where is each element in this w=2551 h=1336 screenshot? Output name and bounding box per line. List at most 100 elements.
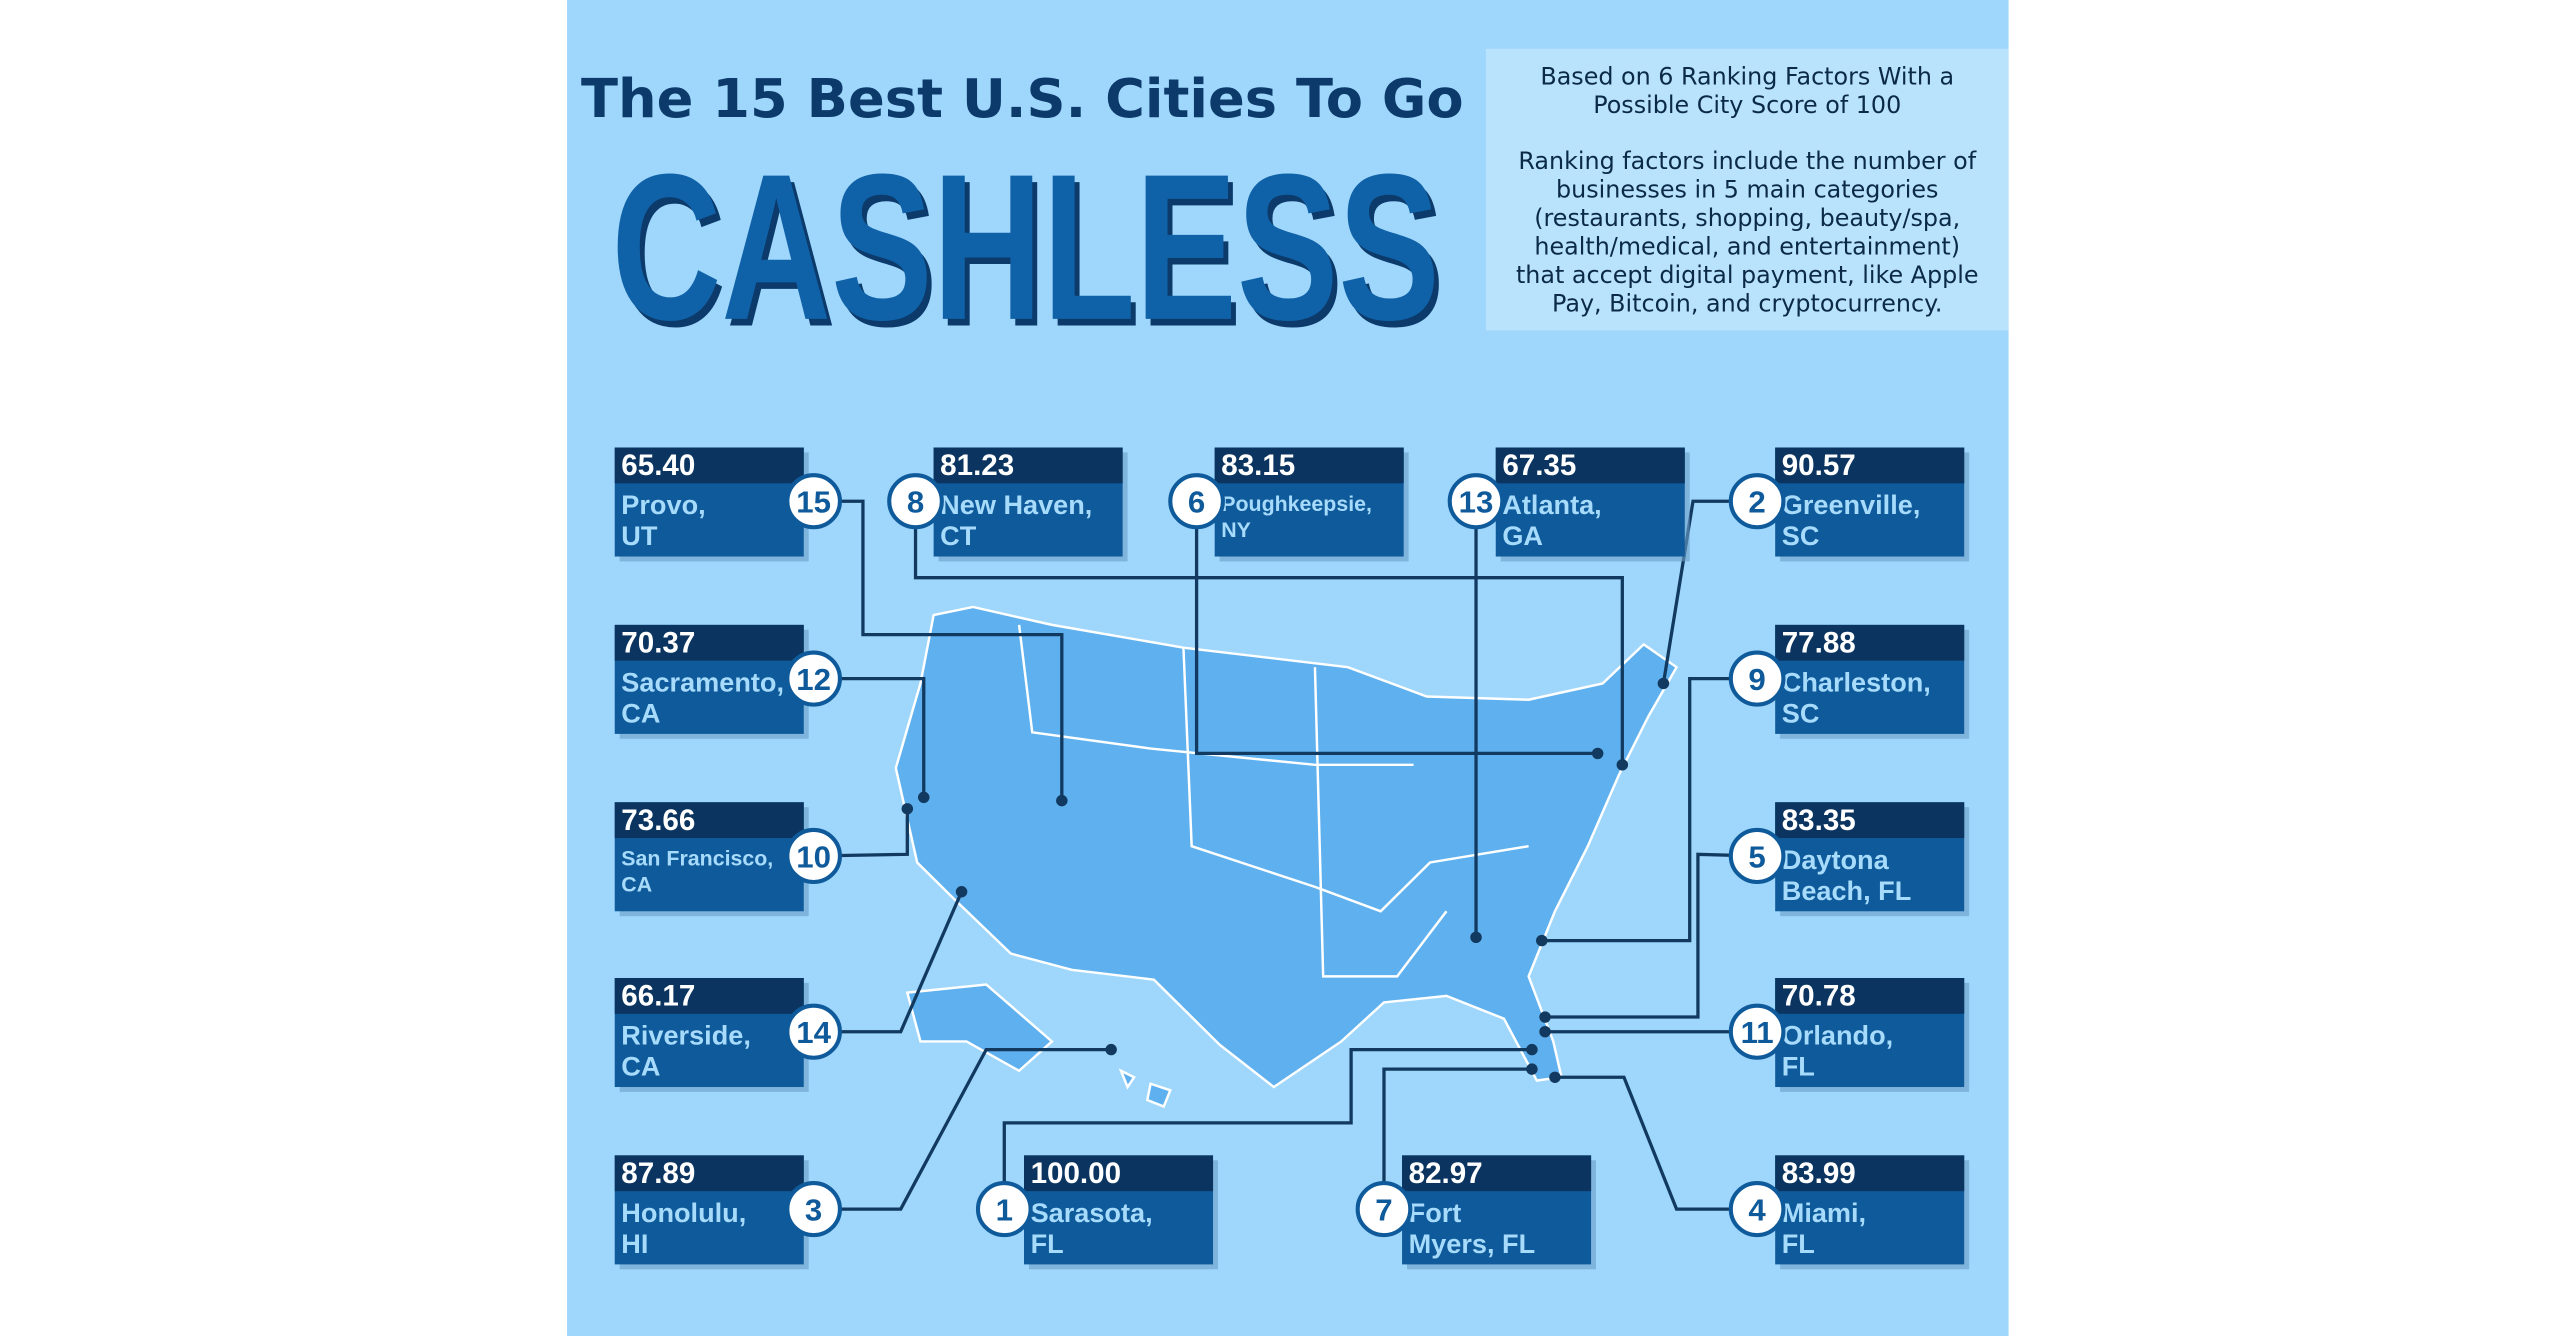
score-strip — [1775, 802, 1965, 839]
rank-badge — [1728, 1181, 1786, 1238]
rank-badge — [1728, 1003, 1786, 1060]
score-strip — [614, 977, 804, 1014]
connectors — [813, 499, 1758, 1211]
city-name: Beach, FL — [1782, 876, 1912, 906]
score-strip — [1495, 447, 1685, 484]
connector — [1002, 1047, 1532, 1210]
city-name: SC — [1782, 699, 1820, 729]
description-line: Based on 6 Ranking Factors With a — [1540, 63, 1954, 91]
city-name: FL — [1031, 1229, 1064, 1259]
rank: 5 — [1748, 839, 1765, 874]
description-line: businesses in 5 main categories — [1556, 176, 1938, 204]
city-name: Fort — [1409, 1198, 1462, 1228]
city-name: Miami, — [1782, 1198, 1866, 1228]
score: 77.88 — [1782, 627, 1856, 660]
city-name: UT — [621, 521, 658, 551]
score-strip — [1402, 1155, 1592, 1192]
city-name: GA — [1502, 521, 1543, 551]
description: Based on 6 Ranking Factors With aPossibl… — [1516, 63, 1979, 318]
city-name: Daytona — [1782, 845, 1890, 875]
city-name: FL — [1782, 1229, 1815, 1259]
city-name: Provo, — [621, 490, 705, 520]
rank: 10 — [796, 839, 831, 874]
state-line — [1182, 647, 1529, 913]
rank: 14 — [796, 1015, 831, 1050]
score: 73.66 — [621, 804, 695, 837]
city-dot — [1657, 677, 1670, 690]
score: 83.99 — [1782, 1157, 1856, 1190]
rank: 6 — [1188, 485, 1205, 520]
rank-badge — [1168, 473, 1225, 530]
city-name: HI — [621, 1229, 648, 1259]
description-line: Ranking factors include the number of — [1518, 147, 1976, 175]
title-shadow: CASHLESS — [616, 137, 1444, 370]
score: 90.57 — [1782, 449, 1856, 482]
city-dot — [1539, 1026, 1551, 1038]
score: 81.23 — [940, 449, 1014, 482]
rank-badge — [975, 1181, 1033, 1238]
state-line — [1313, 667, 1448, 978]
connector — [1545, 852, 1758, 1019]
rank: 13 — [1459, 485, 1494, 520]
description-box — [1485, 48, 2009, 331]
title: The 15 Best U.S. Cities To Go — [581, 67, 1464, 130]
connector — [1194, 501, 1598, 756]
score: 70.37 — [621, 627, 695, 660]
connector — [1541, 676, 1758, 943]
score-strip — [1775, 624, 1965, 661]
city-name: NY — [1221, 518, 1251, 542]
score: 66.17 — [621, 980, 695, 1013]
city-name: Sarasota, — [1031, 1198, 1153, 1228]
rank-badge — [785, 650, 842, 707]
score-strip — [933, 447, 1123, 484]
score-strip — [614, 802, 804, 839]
city-name: Orlando, — [1782, 1021, 1893, 1051]
city-name: Atlanta, — [1502, 490, 1601, 520]
rank-badge — [785, 827, 842, 885]
description-line: Pay, Bitcoin, and cryptocurrency. — [1552, 290, 1942, 318]
city-dot — [1616, 759, 1629, 771]
rank-badge — [1728, 473, 1786, 530]
hawaii — [1118, 1068, 1136, 1090]
city-dot — [1105, 1043, 1117, 1056]
score-strip — [1024, 1155, 1214, 1192]
score: 100.00 — [1031, 1157, 1121, 1190]
title-big: CASHLESS — [611, 131, 1439, 364]
score-strip — [1775, 447, 1965, 484]
score-strip — [614, 447, 804, 484]
city-name: San Francisco, — [621, 847, 773, 871]
score-strip — [1214, 447, 1404, 484]
score: 83.35 — [1782, 804, 1856, 837]
city-dot — [901, 803, 914, 815]
city-dot — [917, 791, 930, 804]
rank: 1 — [996, 1193, 1013, 1228]
connector — [1382, 1067, 1532, 1210]
contiguous-us — [894, 605, 1679, 1089]
score-strip — [614, 624, 804, 661]
city-name: New Haven, — [940, 490, 1092, 520]
city-dot — [1526, 1063, 1538, 1075]
score: 65.40 — [621, 449, 695, 482]
city-dot — [1591, 747, 1604, 760]
city-dot — [955, 886, 968, 898]
city-name: Greenville, — [1782, 490, 1921, 520]
city-name: CA — [621, 699, 660, 729]
rank: 15 — [796, 485, 831, 520]
connector — [1554, 1075, 1758, 1211]
city-dot — [1056, 794, 1068, 807]
rank: 4 — [1748, 1193, 1766, 1228]
state-line — [1017, 624, 1414, 767]
connector — [813, 891, 964, 1034]
city-name: CT — [940, 521, 977, 551]
rank: 7 — [1375, 1193, 1392, 1228]
city-dot — [1536, 934, 1548, 947]
description-line: health/medical, and entertainment) — [1534, 233, 1960, 261]
city-name: Myers, FL — [1409, 1229, 1536, 1259]
city-name: SC — [1782, 521, 1820, 551]
rank-badge — [1447, 473, 1505, 530]
city-name: FL — [1782, 1052, 1815, 1082]
city-dot — [1539, 1011, 1551, 1023]
city-name: CA — [621, 873, 652, 897]
connector — [813, 808, 909, 858]
